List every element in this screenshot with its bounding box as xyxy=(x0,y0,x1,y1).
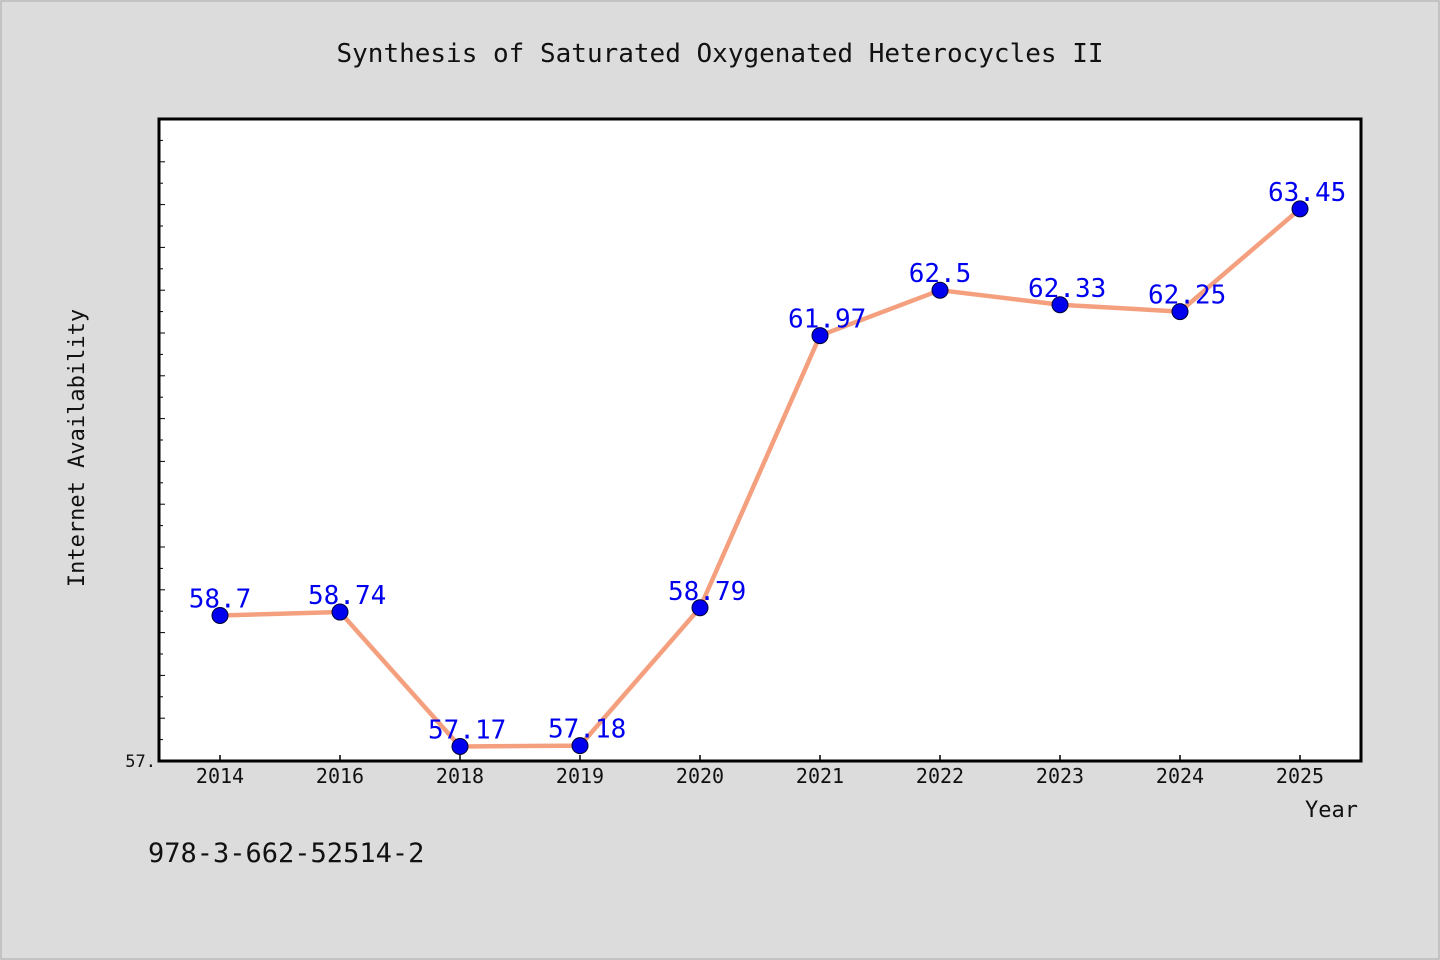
data-point xyxy=(931,281,949,299)
series-line-group xyxy=(217,206,1303,749)
data-label: 58.7 xyxy=(189,584,252,614)
data-label: 57.17 xyxy=(428,715,506,745)
x-tick-label: 2025 xyxy=(1276,764,1324,788)
data-point xyxy=(331,603,349,621)
data-point xyxy=(1171,303,1189,321)
data-point xyxy=(211,606,229,624)
data-labels: 58.7 58.74 57.17 57.18 58.79 61.97 62.5 62.33 62… xyxy=(189,178,1347,746)
x-tick-label: 2022 xyxy=(916,764,964,788)
data-point xyxy=(1291,200,1309,218)
data-point xyxy=(1051,296,1069,314)
data-label: 62.33 xyxy=(1028,274,1106,304)
data-point xyxy=(691,599,709,617)
chart-title: Synthesis of Saturated Oxygenated Hetero… xyxy=(336,39,1103,69)
x-axis-label: Year xyxy=(1305,798,1358,823)
data-label: 57.18 xyxy=(548,715,626,745)
data-label: 58.74 xyxy=(308,581,386,611)
plot-area xyxy=(157,117,1363,763)
data-label: 58.79 xyxy=(668,577,746,607)
data-label: 62.5 xyxy=(909,259,972,289)
x-tick-label: 2024 xyxy=(1156,764,1204,788)
data-point xyxy=(571,737,589,755)
isbn-footnote: 978-3-662-52514-2 xyxy=(148,838,424,869)
y-axis-label: Internet Availability xyxy=(65,309,90,587)
data-label: 62.25 xyxy=(1148,281,1226,311)
series-markers xyxy=(211,200,1309,755)
x-tick-label: 2021 xyxy=(796,764,844,788)
x-tick-label: 2016 xyxy=(316,764,364,788)
series-line xyxy=(217,206,1303,749)
y-axis-ticks xyxy=(159,118,165,762)
x-axis-ticks xyxy=(219,755,1301,761)
data-label: 63.45 xyxy=(1268,178,1346,208)
y-tick-label: 57. xyxy=(125,752,156,772)
data-label: 61.97 xyxy=(788,305,866,335)
x-tick-label: 2023 xyxy=(1036,764,1084,788)
x-tick-label: 2019 xyxy=(556,764,604,788)
data-point xyxy=(811,327,829,345)
x-tick-label: 2014 xyxy=(196,764,244,788)
x-tick-label: 2020 xyxy=(676,764,724,788)
x-axis-tick-labels: 2014 2016 2018 2019 2020 2021 2022 2023 2024 2025 xyxy=(196,764,1324,788)
data-point xyxy=(451,737,469,755)
x-tick-label: 2018 xyxy=(436,764,484,788)
